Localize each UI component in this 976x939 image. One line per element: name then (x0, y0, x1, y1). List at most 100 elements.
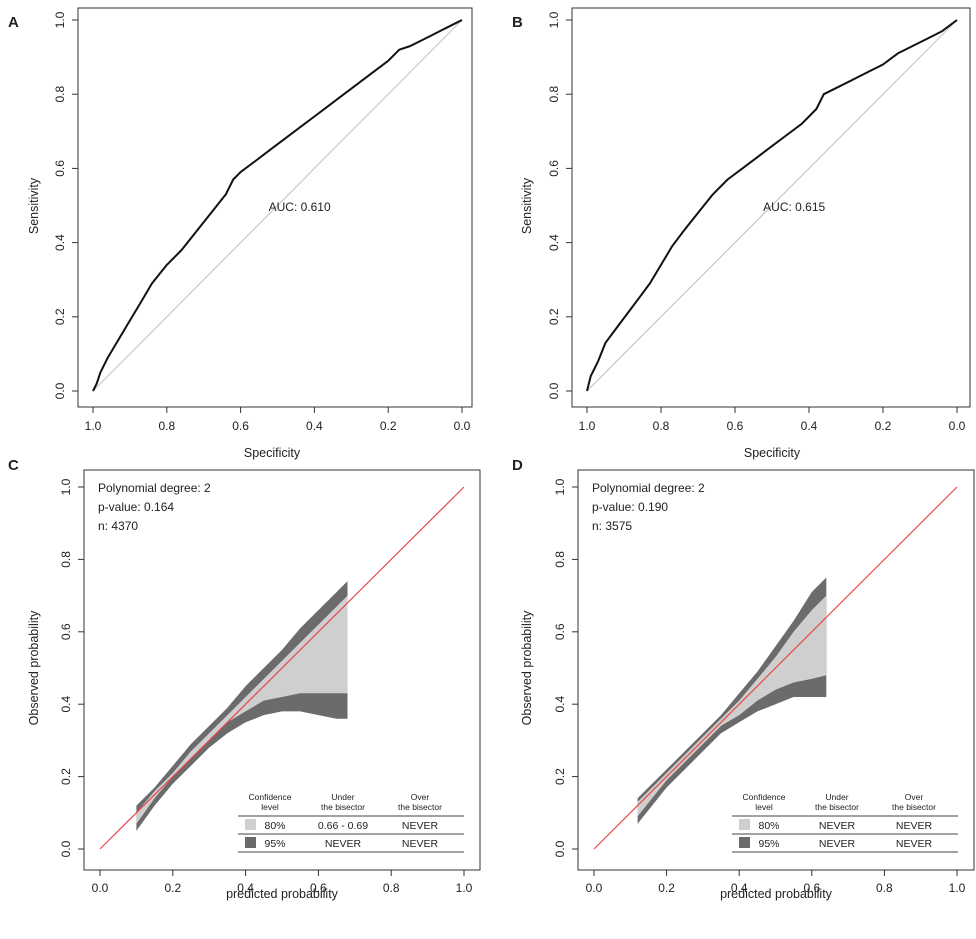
legend-swatch (245, 819, 256, 830)
legend-over: NEVER (896, 820, 933, 832)
x-tick-label: 0.0 (586, 881, 603, 895)
x-tick-label: 0.4 (731, 881, 748, 895)
x-tick-label: 0.2 (875, 419, 892, 433)
y-axis-title: Observed probability (27, 610, 41, 725)
y-tick-label: 0.2 (53, 308, 67, 325)
panel-letter: D (512, 457, 523, 474)
legend-under: NEVER (819, 820, 856, 832)
y-tick-label: 1.0 (547, 11, 561, 28)
x-tick-label: 0.0 (454, 419, 471, 433)
x-tick-label: 1.0 (579, 419, 596, 433)
y-tick-label: 1.0 (59, 478, 73, 495)
x-tick-label: 0.4 (306, 419, 323, 433)
y-tick-label: 0.6 (547, 160, 561, 177)
legend-header-line: the bisector (892, 802, 936, 812)
y-tick-label: 0.6 (553, 623, 567, 640)
reference-diagonal (586, 19, 958, 392)
x-tick-label: 0.2 (658, 881, 675, 895)
bisector-line (99, 486, 465, 850)
x-tick-label: 0.6 (803, 881, 820, 895)
legend-header-line: the bisector (815, 802, 859, 812)
x-tick-label: 0.6 (310, 881, 327, 895)
panel-c: 0.0 0.2 0.4 0.6 0.8 1.0 0.0 0.2 0.4 0.6 0.8 1.0 pred… (8, 457, 481, 901)
plot-frame (83, 469, 481, 871)
y-tick-label: 0.8 (53, 86, 67, 103)
plot-frame (571, 7, 971, 408)
y-tick-label: 0.8 (553, 551, 567, 568)
stat-annotation: Polynomial degree: 2 (98, 481, 211, 495)
legend-header-line: Under (825, 792, 848, 802)
y-tick-label: 0.0 (59, 840, 73, 857)
legend-header: Confidence level (742, 792, 785, 812)
roc-curve (92, 19, 463, 392)
panel-d: 0.0 0.2 0.4 0.6 0.8 1.0 0.0 0.2 0.4 0.6 0.8 1.0 pred… (512, 457, 975, 901)
legend-header: Confidence level (248, 792, 291, 812)
stat-annotation: p-value: 0.190 (592, 500, 668, 514)
x-tick-label: 0.8 (383, 881, 400, 895)
legend-over: NEVER (402, 820, 439, 832)
legend-level: 95% (758, 838, 779, 850)
y-axis-title: Observed probability (520, 610, 534, 725)
x-tick-label: 0.2 (380, 419, 397, 433)
y-tick-label: 0.6 (59, 623, 73, 640)
y-tick-label: 1.0 (53, 11, 67, 28)
panel-letter: B (512, 14, 523, 31)
x-axis-title: Specificity (744, 446, 801, 460)
stat-annotation: n: 4370 (98, 519, 138, 533)
y-tick-label: 0.4 (59, 696, 73, 713)
y-axis-title: Sensitivity (520, 177, 534, 234)
legend-header-line: Over (411, 792, 430, 802)
y-tick-label: 0.0 (53, 382, 67, 399)
roc-curve (586, 19, 958, 392)
y-axis-title: Sensitivity (27, 177, 41, 234)
legend-under: NEVER (819, 838, 856, 850)
legend-header-line: the bisector (398, 802, 442, 812)
legend-header: Under the bisector (815, 792, 859, 812)
x-tick-label: 0.8 (158, 419, 175, 433)
stat-annotation: p-value: 0.164 (98, 500, 174, 514)
x-tick-label: 0.8 (876, 881, 893, 895)
confidence-band-80 (136, 595, 348, 824)
x-tick-label: 0.4 (237, 881, 254, 895)
legend-over: NEVER (402, 838, 439, 850)
x-axis-title: predicted probability (226, 887, 339, 901)
y-tick-label: 0.4 (53, 234, 67, 251)
y-tick-label: 0.2 (553, 768, 567, 785)
legend-header-line: level (261, 802, 279, 812)
auc-label: AUC: 0.615 (763, 200, 825, 214)
stat-annotation: n: 3575 (592, 519, 632, 533)
x-tick-label: 0.0 (949, 419, 966, 433)
legend-header-line: level (755, 802, 773, 812)
y-tick-label: 0.4 (547, 234, 561, 251)
x-tick-label: 0.8 (653, 419, 670, 433)
confidence-band-80 (637, 595, 827, 817)
y-tick-label: 1.0 (553, 478, 567, 495)
panel-b: AUC: 0.615 1.0 0.8 0.6 0.4 0.2 0.0 0.0 0.2 0.4 0.6… (512, 7, 971, 460)
legend-header-line: Confidence (742, 792, 785, 802)
y-tick-label: 0.0 (553, 840, 567, 857)
legend-header-line: the bisector (321, 802, 365, 812)
y-tick-label: 0.0 (547, 382, 561, 399)
panel-a: AUC: 0.610 1.0 0.8 0.6 0.4 0.2 0.0 0.0 0.2 0.4 0.6… (8, 7, 473, 460)
x-tick-label: 0.2 (164, 881, 181, 895)
x-axis-title: predicted probability (720, 887, 833, 901)
panel-letter: A (8, 14, 19, 31)
x-tick-label: 0.4 (801, 419, 818, 433)
legend-swatch (245, 837, 256, 848)
legend-level: 80% (758, 820, 779, 832)
legend-header: Over the bisector (892, 792, 936, 812)
legend-level: 95% (264, 838, 285, 850)
stat-annotation: Polynomial degree: 2 (592, 481, 705, 495)
legend-header: Under the bisector (321, 792, 365, 812)
x-tick-label: 0.6 (232, 419, 249, 433)
x-tick-label: 1.0 (85, 419, 102, 433)
legend-header-line: Over (905, 792, 924, 802)
y-tick-label: 0.2 (59, 768, 73, 785)
legend-level: 80% (264, 820, 285, 832)
x-axis-title: Specificity (244, 446, 301, 460)
auc-label: AUC: 0.610 (269, 200, 331, 214)
x-tick-label: 0.0 (92, 881, 109, 895)
legend-header-line: Confidence (248, 792, 291, 802)
plot-frame (77, 7, 473, 408)
